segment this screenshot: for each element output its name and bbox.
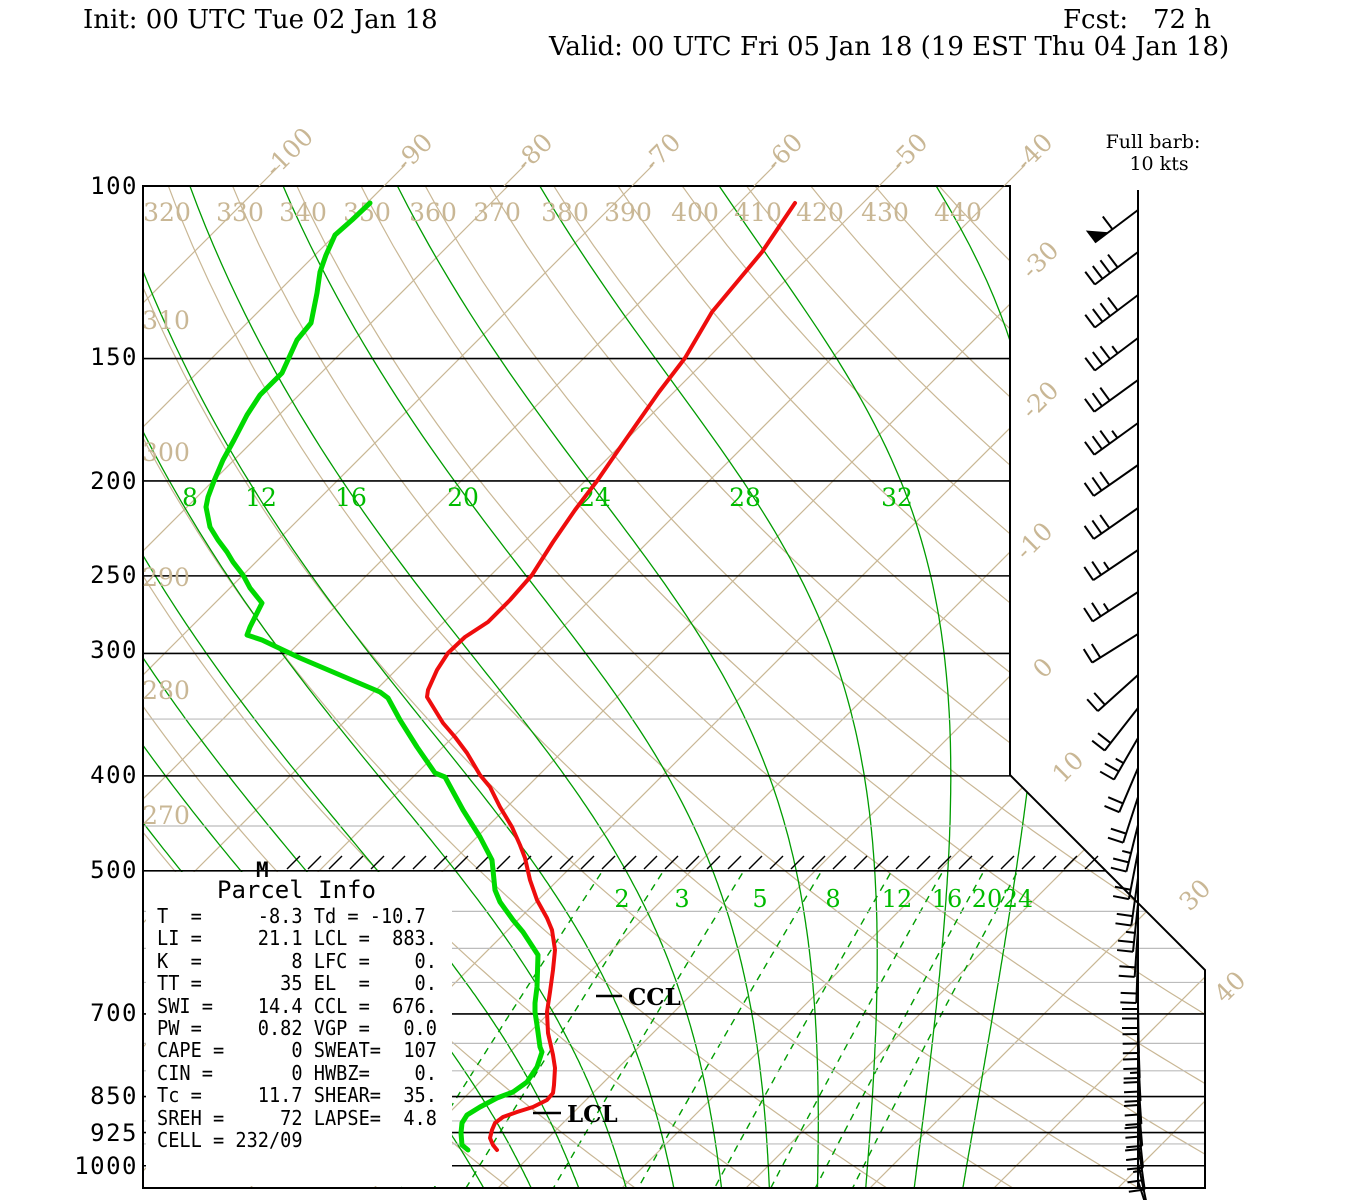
dry-adiabat-label: 310	[142, 306, 190, 335]
pressure-axis-label: 700	[90, 999, 138, 1027]
lcl-level-label: LCL	[567, 1101, 618, 1128]
parcel-info-background	[146, 872, 452, 1186]
pressure-axis-label: 250	[90, 561, 138, 589]
dry-adiabat-label: 280	[142, 676, 190, 705]
wind-barb-column	[1082, 190, 1147, 1200]
isotherm-label: 30	[1173, 873, 1216, 916]
moist-adiabat-label: 12	[245, 483, 277, 512]
pressure-axis-label: 925	[90, 1119, 138, 1147]
mixing-ratio-label: 16	[932, 885, 963, 913]
wind-barb-legend: Full barb: 10 kts	[1105, 131, 1201, 175]
isotherm-label: -80	[510, 128, 559, 177]
isotherm-label: -60	[760, 128, 809, 177]
dry-adiabat-label: 330	[216, 198, 264, 227]
pressure-axis-label: 850	[90, 1082, 138, 1110]
init-time-label: Init: 00 UTC Tue 02 Jan 18	[83, 5, 438, 35]
parcel-info-title: Parcel Info	[217, 876, 376, 904]
dry-adiabat-label: 320	[143, 198, 191, 227]
moist-adiabat-label: 16	[335, 483, 367, 512]
isotherm-label: 10	[1046, 745, 1089, 788]
forecast-hour-label: Fcst: 72 h	[1063, 5, 1212, 35]
pressure-axis-label: 400	[90, 761, 138, 789]
mixing-ratio-label: 8	[825, 885, 840, 913]
isotherm-label: -30	[1016, 236, 1065, 285]
ccl-level-label: CCL	[628, 984, 681, 1011]
mixing-ratio-label: 5	[752, 885, 767, 913]
dry-adiabat-label: 340	[279, 198, 327, 227]
mixing-ratio-lines	[398, 873, 1018, 1188]
dry-adiabat-label: 370	[473, 198, 521, 227]
parcel-info-block: T = -8.3 Td = -10.7 LI = 21.1 LCL = 883.…	[157, 904, 437, 1153]
mixing-ratio-label: 2	[614, 885, 629, 913]
pressure-axis-label: 300	[90, 636, 138, 664]
pressure-axis-label: 100	[90, 172, 138, 200]
dry-adiabat-label: 300	[142, 438, 190, 467]
isotherm-label: -40	[1010, 128, 1059, 177]
moist-adiabat-label: 28	[729, 483, 761, 512]
moist-adiabat-label: 32	[881, 483, 913, 512]
freezing-m-marker: M	[256, 858, 269, 882]
plot-frame	[142, 185, 1206, 1189]
valid-time-label: Valid: 00 UTC Fri 05 Jan 18 (19 EST Thu …	[549, 32, 1230, 62]
temperature-profile-line	[425, 201, 797, 1152]
moist-adiabat-label: 20	[447, 483, 479, 512]
isotherm-top-stubs	[258, 164, 1026, 187]
dry-adiabat-label: 390	[604, 198, 652, 227]
isotherm-label: -100	[259, 122, 319, 182]
dry-adiabat-label: 440	[934, 198, 982, 227]
mixing-ratio-label: 20	[972, 885, 1003, 913]
hatch-500mb	[286, 855, 1099, 870]
pressure-axis-label: 150	[90, 343, 138, 371]
moist-adiabat-label: 8	[182, 483, 198, 512]
pressure-axis-label: 200	[90, 467, 138, 495]
isotherm-label: 0	[1027, 652, 1059, 684]
pressure-axis-label: 500	[90, 856, 138, 884]
dry-adiabat-label: 430	[861, 198, 909, 227]
dry-adiabat-label: 410	[734, 198, 782, 227]
isotherm-label: 40	[1208, 965, 1251, 1008]
isotherm-label: -20	[1016, 376, 1065, 425]
isotherm-label: -10	[1010, 517, 1059, 566]
mixing-ratio-label: 3	[674, 885, 689, 913]
dry-adiabat-label: 400	[671, 198, 719, 227]
dry-adiabat-label: 360	[409, 198, 457, 227]
dry-adiabat-label: 270	[142, 801, 190, 830]
pressure-axis-label: 1000	[74, 1152, 138, 1180]
isotherm-label: -70	[638, 128, 687, 177]
dewpoint-profile-line	[203, 200, 545, 1153]
isotherm-label: -90	[390, 128, 439, 177]
isotherm-label: -50	[885, 128, 934, 177]
dry-adiabat-label: 380	[541, 198, 589, 227]
dry-adiabat-label: 290	[142, 563, 190, 592]
mixing-ratio-label: 24	[1003, 885, 1034, 913]
mixing-ratio-label: 12	[882, 885, 913, 913]
dry-adiabat-label: 420	[796, 198, 844, 227]
